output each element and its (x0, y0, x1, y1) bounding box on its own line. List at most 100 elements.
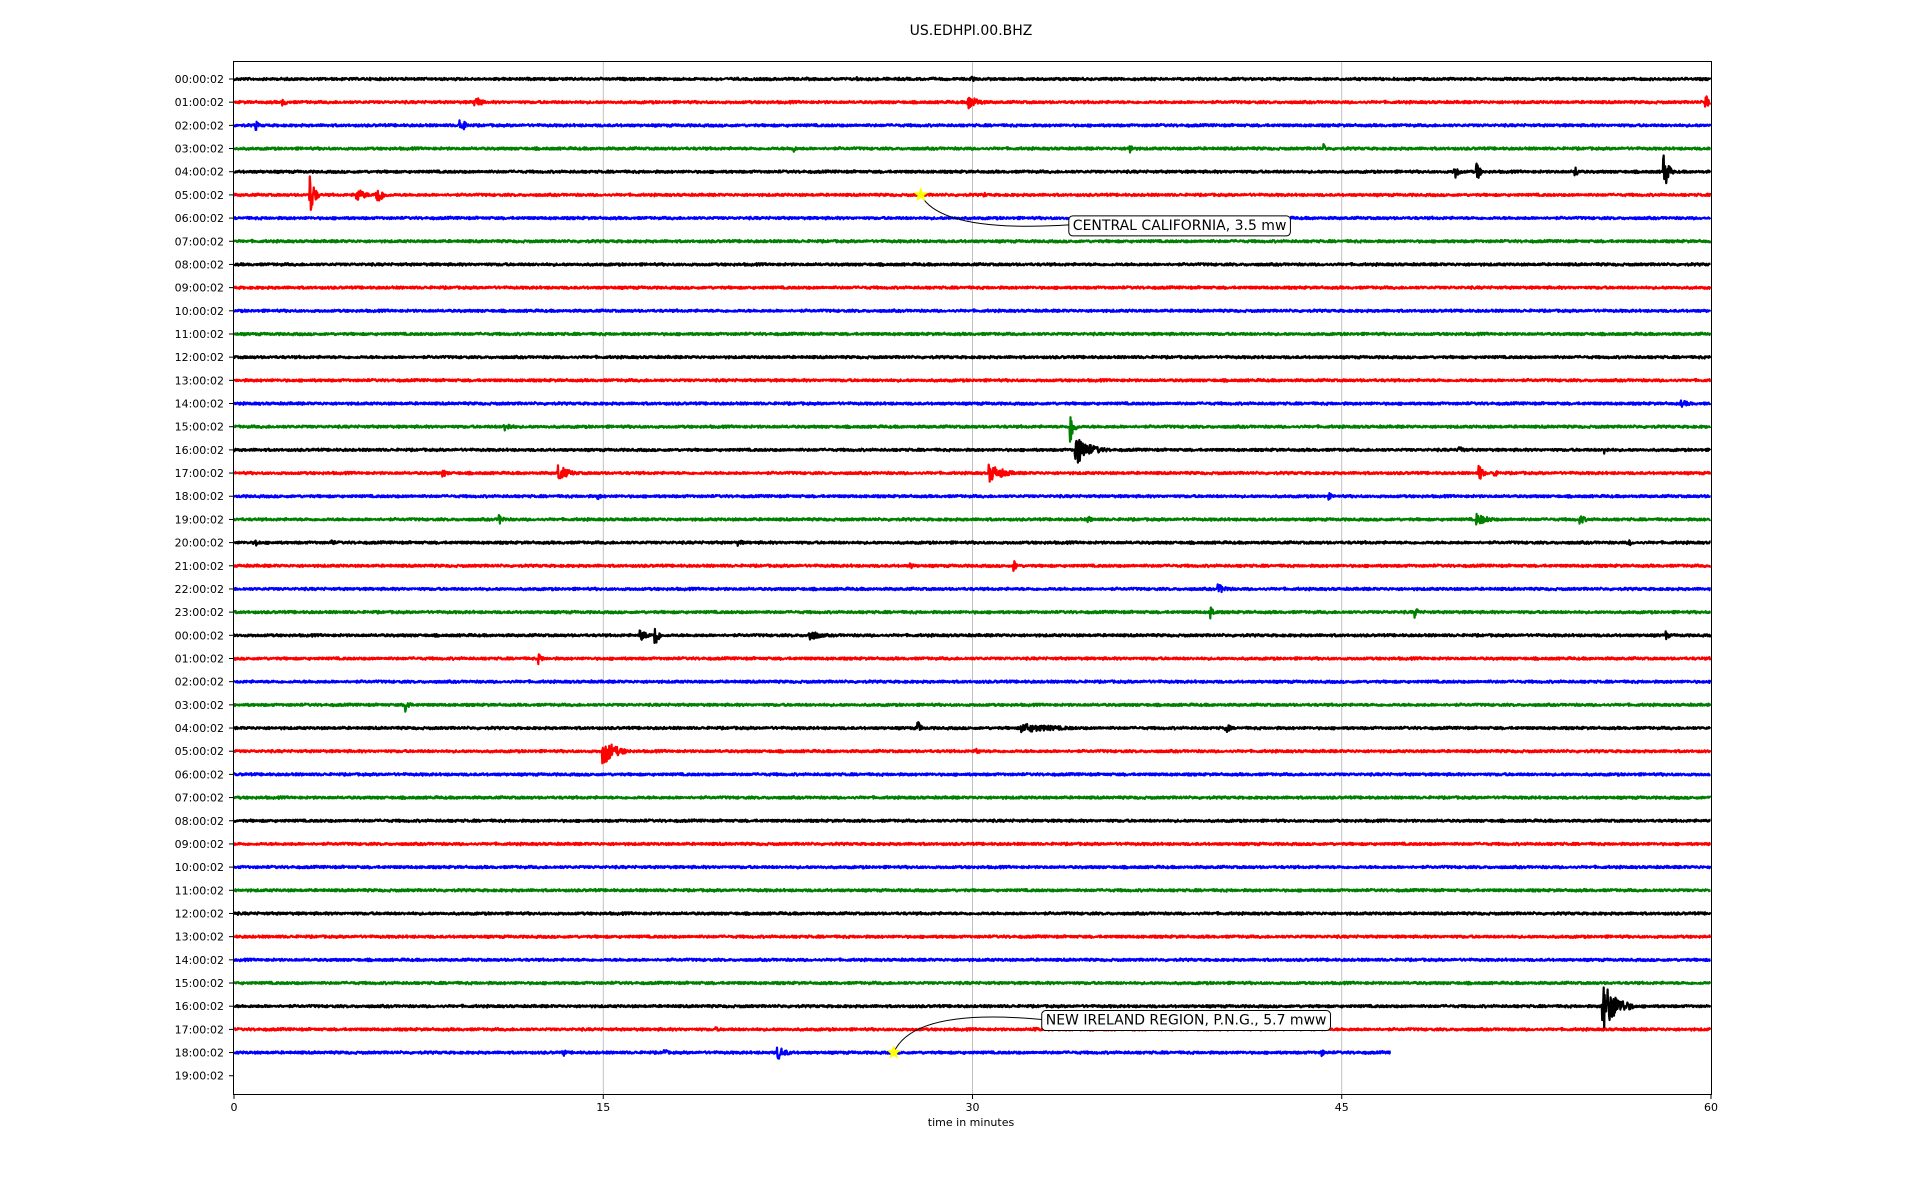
row-time-label: 08:00:02 (175, 815, 224, 828)
row-time-label: 01:00:02 (175, 653, 224, 666)
row-time-label: 10:00:02 (175, 861, 224, 874)
row-time-label: 15:00:02 (175, 977, 224, 990)
row-time-label: 19:00:02 (175, 1070, 224, 1083)
row-time-label: 03:00:02 (175, 699, 224, 712)
x-tick-label: 0 (231, 1101, 238, 1114)
row-time-label: 19:00:02 (175, 513, 224, 526)
row-time-label: 07:00:02 (175, 792, 224, 805)
annotation-label: NEW IRELAND REGION, P.N.G., 5.7 mww (1046, 1013, 1327, 1029)
trace-line (233, 986, 1712, 1031)
trace-line (233, 285, 1712, 291)
trace-line (233, 743, 1712, 765)
seismic-traces (232, 75, 1712, 1060)
trace-line (233, 864, 1712, 870)
annotation: NEW IRELAND REGION, P.N.G., 5.7 mww (886, 1010, 1331, 1059)
trace-line (233, 818, 1712, 824)
trace-line (232, 1046, 1392, 1060)
row-time-label: 08:00:02 (175, 258, 224, 271)
trace-line (232, 560, 1712, 572)
trace-line (233, 438, 1712, 464)
row-time-label: 14:00:02 (175, 398, 224, 411)
row-time-label: 16:00:02 (175, 444, 224, 457)
trace-line (233, 772, 1712, 777)
trace-line (233, 606, 1712, 620)
annotation-box (1068, 215, 1291, 237)
trace-line (233, 934, 1712, 940)
annotation-label: CENTRAL CALIFORNIA, 3.5 mw (1073, 218, 1287, 234)
row-time-label: 00:00:02 (175, 73, 224, 86)
row-time-labels: 00:00:02 01:00:02 02:00:02 03:00:02 04:00:02… (175, 73, 234, 1083)
row-time-label: 22:00:02 (175, 583, 224, 596)
trace-line (233, 887, 1712, 893)
annotation-connector (920, 194, 1069, 227)
trace-line (232, 841, 1712, 847)
row-time-label: 11:00:02 (175, 328, 224, 341)
trace-line (233, 911, 1712, 916)
trace-line (233, 354, 1712, 360)
trace-line (233, 627, 1712, 644)
trace-line (233, 331, 1712, 337)
trace-line (233, 463, 1712, 483)
trace-line (232, 492, 1712, 501)
row-time-label: 06:00:02 (175, 768, 224, 781)
annotation-box (1041, 1010, 1331, 1032)
trace-line (233, 119, 1712, 131)
row-time-label: 23:00:02 (175, 606, 224, 619)
event-annotations: CENTRAL CALIFORNIA, 3.5 mw NEW IRELAND RE… (886, 187, 1331, 1059)
trace-line (233, 583, 1712, 594)
chart-title: US.EDHPI.00.BHZ (910, 23, 1033, 39)
vertical-grid (602, 61, 1343, 1094)
annotation: CENTRAL CALIFORNIA, 3.5 mw (913, 187, 1291, 237)
row-time-label: 09:00:02 (175, 838, 224, 851)
trace-line (232, 308, 1712, 314)
row-time-label: 10:00:02 (175, 305, 224, 318)
row-time-label: 02:00:02 (175, 119, 224, 132)
row-time-label: 04:00:02 (175, 166, 224, 179)
row-time-label: 00:00:02 (175, 629, 224, 642)
trace-line (233, 377, 1712, 383)
x-tick-label: 45 (1335, 1101, 1349, 1114)
x-tick-label: 15 (596, 1101, 610, 1114)
row-time-label: 06:00:02 (175, 212, 224, 225)
row-time-label: 17:00:02 (175, 467, 224, 480)
row-time-label: 05:00:02 (175, 745, 224, 758)
row-time-label: 13:00:02 (175, 931, 224, 944)
row-time-label: 18:00:02 (175, 1047, 224, 1060)
trace-line (233, 143, 1712, 154)
row-time-label: 13:00:02 (175, 374, 224, 387)
trace-line (233, 399, 1712, 408)
trace-line (233, 262, 1712, 267)
row-time-label: 15:00:02 (175, 421, 224, 434)
x-axis-ticks: 0 15 30 45 60 (231, 1094, 1718, 1114)
star-icon (886, 1044, 902, 1059)
trace-line (232, 95, 1712, 110)
row-time-label: 16:00:02 (175, 1000, 224, 1013)
trace-line (233, 154, 1712, 185)
trace-line (233, 416, 1712, 443)
trace-line (233, 653, 1712, 666)
row-time-label: 01:00:02 (175, 96, 224, 109)
row-time-label: 12:00:02 (175, 351, 224, 364)
trace-line (232, 702, 1712, 713)
row-time-label: 17:00:02 (175, 1023, 224, 1036)
row-time-label: 12:00:02 (175, 907, 224, 920)
trace-line (233, 679, 1712, 685)
row-time-label: 20:00:02 (175, 537, 224, 550)
row-time-label: 07:00:02 (175, 235, 224, 248)
trace-line (233, 1026, 1712, 1032)
row-time-label: 02:00:02 (175, 676, 224, 689)
trace-line (232, 957, 1712, 963)
row-time-label: 04:00:02 (175, 722, 224, 735)
trace-line (233, 512, 1712, 526)
row-time-label: 18:00:02 (175, 490, 224, 503)
row-time-label: 11:00:02 (175, 884, 224, 897)
row-time-label: 09:00:02 (175, 282, 224, 295)
x-axis-label: time in minutes (928, 1116, 1015, 1129)
row-time-label: 03:00:02 (175, 143, 224, 156)
trace-line (233, 238, 1712, 244)
trace-line (232, 980, 1712, 986)
row-time-label: 05:00:02 (175, 189, 224, 202)
trace-line (233, 539, 1712, 547)
trace-line (232, 795, 1712, 801)
